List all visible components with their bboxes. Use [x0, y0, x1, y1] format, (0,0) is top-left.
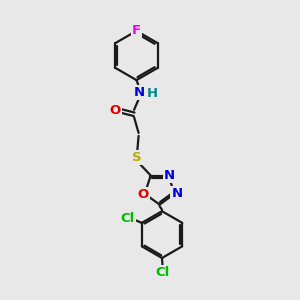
Text: N: N — [164, 169, 175, 182]
Text: F: F — [132, 24, 141, 37]
Text: N: N — [171, 187, 182, 200]
Text: O: O — [110, 104, 121, 117]
Text: Cl: Cl — [155, 266, 170, 279]
Text: N: N — [134, 86, 145, 99]
Text: S: S — [132, 151, 142, 164]
Text: O: O — [137, 188, 148, 201]
Text: Cl: Cl — [120, 212, 134, 225]
Text: H: H — [146, 87, 158, 100]
